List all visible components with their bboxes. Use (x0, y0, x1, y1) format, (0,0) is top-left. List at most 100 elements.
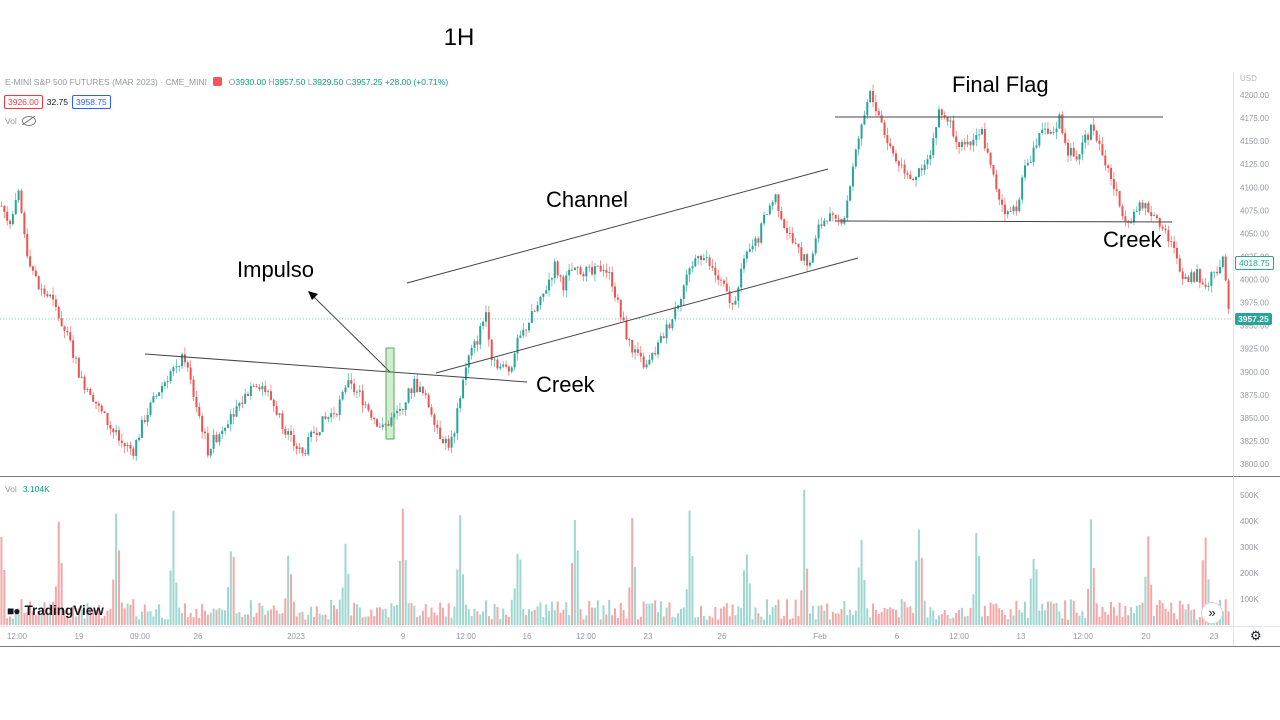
candle-body (1018, 199, 1021, 212)
annotation-impulso[interactable]: Impulso (237, 257, 315, 282)
volume-tick-label: 200K (1240, 569, 1259, 578)
candle-body (353, 383, 356, 393)
flag-creek-line[interactable] (834, 220, 1173, 223)
volume-bar (441, 607, 444, 625)
volume-bar (955, 612, 958, 625)
candle-body (903, 164, 906, 174)
candle-body (1161, 226, 1164, 229)
open-value: 3930.00 (235, 77, 267, 87)
candle-body (525, 329, 528, 331)
scroll-to-realtime-button[interactable]: » (1201, 602, 1223, 624)
tradingview-logo[interactable]: ■● TradingView (7, 603, 104, 618)
bid-button[interactable]: 3926.00 (4, 95, 43, 109)
volume-bar (1155, 605, 1158, 625)
volume-bar (949, 618, 952, 625)
chart-settings-button[interactable]: ⚙ (1250, 628, 1262, 644)
volume-bar (396, 604, 399, 625)
volume-bar (115, 513, 118, 625)
channel-lower-line[interactable] (435, 257, 859, 374)
candle-body (1170, 241, 1173, 243)
volume-bar (235, 613, 238, 625)
candle-body (287, 431, 290, 435)
volume-bar (490, 619, 493, 625)
candle-body (490, 339, 493, 360)
candle-body (717, 275, 720, 280)
candle-body (757, 238, 760, 243)
candle-body (484, 312, 487, 322)
volume-bar (120, 602, 123, 625)
candle-body (9, 220, 12, 225)
candle-body (837, 218, 840, 220)
candle-body (754, 238, 757, 246)
volume-bar (857, 567, 860, 625)
candle-body (849, 186, 852, 201)
annotation-creek-left[interactable]: Creek (536, 372, 595, 397)
candle-body (459, 398, 462, 409)
volume-bar (980, 616, 983, 625)
volume-bar (831, 611, 834, 625)
candle-body (671, 319, 674, 329)
volume-bar (803, 489, 806, 625)
candle-body (536, 305, 539, 312)
x-tick-label: 23 (644, 632, 653, 641)
candle-body (949, 120, 952, 122)
volume-bar (780, 618, 783, 625)
x-tick-label: 12:00 (456, 632, 477, 641)
creek-left-line[interactable] (144, 353, 528, 383)
volume-bar (889, 607, 892, 625)
candle-body (711, 265, 714, 268)
annotation-creek-right[interactable]: Creek (1103, 227, 1162, 252)
candle-body (654, 353, 657, 355)
impulse-highlight-box[interactable] (385, 347, 395, 440)
candle-body (57, 307, 60, 319)
volume-bar (1055, 602, 1058, 625)
volume-bar (585, 615, 588, 625)
candle-body (169, 371, 172, 382)
volume-indicator-legend[interactable]: Vol (5, 116, 36, 126)
candle-body (1216, 271, 1219, 274)
volume-bar (476, 611, 479, 625)
y-tick-label: 4075.00 (1240, 206, 1269, 215)
ask-button[interactable]: 3958.75 (72, 95, 111, 109)
volume-bar (307, 614, 310, 625)
tradingview-chart[interactable]: 3800.00 3825.00 3850.00 3875.00 3900.00 3925.… (0, 72, 1280, 647)
drawings[interactable] (144, 116, 1173, 383)
volume-bar (416, 617, 419, 625)
annotation-final-flag[interactable]: Final Flag (952, 72, 1049, 97)
volume-bar (892, 608, 895, 625)
volume-bar (502, 608, 505, 625)
volume-bar (312, 617, 315, 625)
candle-body (657, 342, 660, 355)
market-status-icon[interactable] (213, 77, 223, 86)
volume-bar (1158, 599, 1161, 625)
y-tick-label: 4050.00 (1240, 229, 1269, 238)
volume-pane-label[interactable]: Vol (5, 484, 17, 494)
channel-upper-line[interactable] (406, 168, 829, 284)
candle-body (462, 379, 465, 399)
volume-bar (553, 610, 556, 625)
impulso-arrow-line[interactable] (313, 296, 391, 373)
volume-bar (201, 604, 204, 625)
volume-bar (358, 607, 361, 625)
candle-body (54, 299, 57, 308)
candle-body (255, 386, 258, 388)
tradingview-logo-icon: ■● (7, 603, 20, 618)
candle-body (682, 285, 685, 300)
candle-body (60, 318, 63, 327)
volume-bar (937, 615, 940, 625)
volume-bar (705, 619, 708, 625)
x-tick-label: 6 (895, 632, 900, 641)
volume-label[interactable]: Vol (5, 116, 17, 126)
volume-bar (1170, 602, 1173, 625)
volume-bar (708, 615, 711, 625)
annotation-channel[interactable]: Channel (546, 187, 628, 212)
volume-bar (1089, 519, 1092, 625)
volume-bar (175, 582, 178, 625)
volume-bar (903, 601, 906, 625)
symbol-name[interactable]: E-MINI S&P 500 FUTURES (MAR 2023) · CME_… (5, 77, 207, 87)
candle-body (808, 262, 811, 266)
eye-hidden-icon[interactable] (21, 116, 36, 126)
symbol-legend[interactable]: E-MINI S&P 500 FUTURES (MAR 2023) · CME_… (5, 77, 448, 87)
candle-body (570, 269, 573, 271)
volume-pane-legend[interactable]: Vol 3.104K (5, 484, 50, 494)
